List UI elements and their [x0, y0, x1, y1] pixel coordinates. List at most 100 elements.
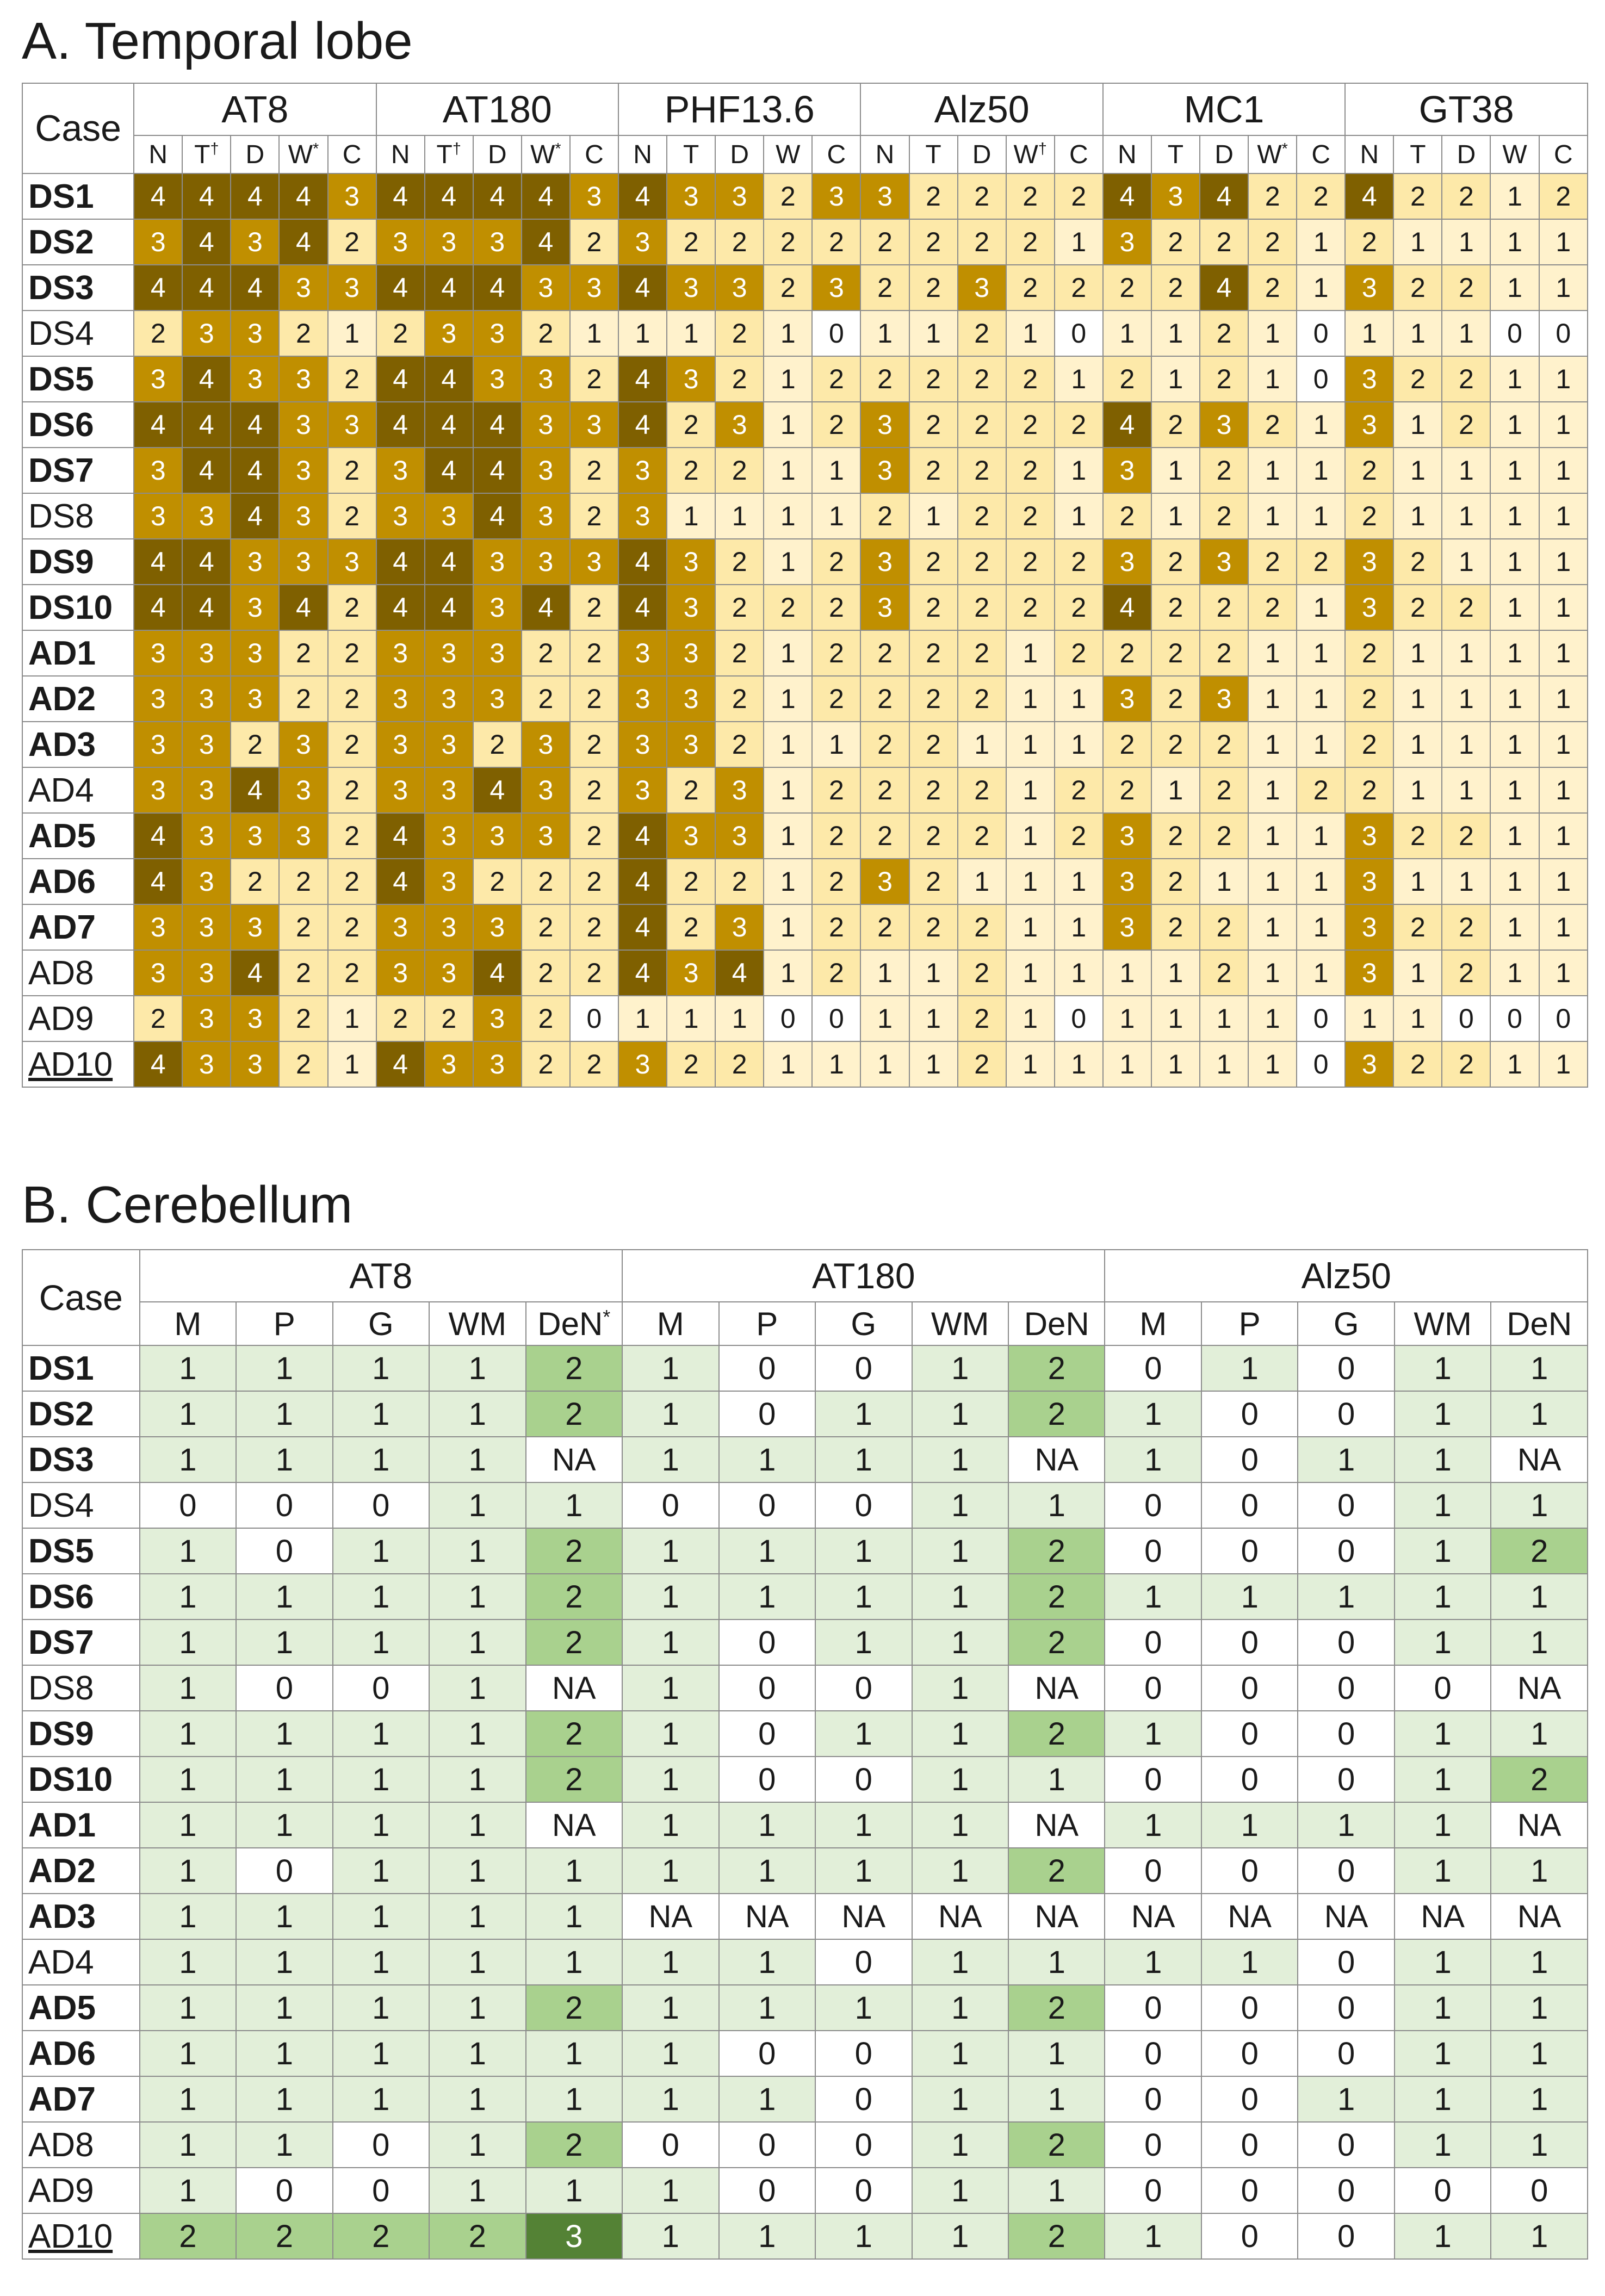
score-cell: 3 [666, 675, 716, 722]
score-cell: 1 [718, 1436, 816, 1483]
score-cell: 1 [1297, 1802, 1395, 1848]
score-cell: 1 [1538, 584, 1589, 631]
score-cell: 2 [908, 721, 958, 768]
score-cell: 2 [429, 2213, 526, 2260]
score-cell: 1 [763, 493, 813, 539]
region-subheader: W† [1005, 135, 1055, 174]
score-cell: 1 [1393, 721, 1443, 768]
score-cell: 1 [139, 2076, 237, 2123]
score-cell: 1 [911, 1939, 1009, 1985]
score-cell: 3 [520, 401, 571, 448]
score-cell: 1 [1007, 2076, 1106, 2123]
score-cell: 2 [715, 538, 765, 585]
score-cell: 3 [182, 721, 232, 768]
score-cell: 1 [1296, 904, 1346, 951]
score-cell: 1 [622, 2213, 720, 2260]
score-cell: 0 [1297, 1984, 1395, 2031]
score-cell: 3 [472, 1041, 522, 1088]
score-cell: 3 [666, 173, 716, 220]
score-cell: 1 [911, 2076, 1009, 2123]
score-cell: 1 [1490, 1847, 1588, 1894]
score-cell: 3 [424, 812, 474, 859]
score-cell: 1 [718, 1573, 816, 1620]
temporal-lobe-table: Case AT8 AT180 PHF13.6 Alz50 MC1 GT38 N T† D W* C N T… [21, 83, 1589, 1088]
score-cell: 2 [1441, 356, 1491, 402]
score-cell: 1 [1441, 630, 1491, 677]
score-cell: 4 [520, 173, 571, 220]
score-cell: 2 [1393, 173, 1443, 220]
score-cell: 2 [1441, 401, 1491, 448]
score-cell: 2 [908, 173, 958, 220]
score-cell: 2 [327, 219, 377, 265]
score-cell: 2 [1199, 493, 1249, 539]
score-cell: 0 [1296, 995, 1346, 1042]
score-cell: 2 [525, 1619, 623, 1666]
score-cell: 2 [569, 356, 619, 402]
score-cell: 2 [957, 904, 1007, 951]
score-cell: 4 [375, 858, 425, 905]
score-cell: 0 [718, 1665, 816, 1711]
score-cell: 1 [815, 1847, 913, 1894]
score-cell: 0 [815, 2076, 913, 2123]
score-cell: 1 [1248, 858, 1298, 905]
score-cell: 0 [1297, 2121, 1395, 2168]
score-cell: 1 [715, 493, 765, 539]
score-cell: 1 [815, 1802, 913, 1848]
score-cell: 0 [1297, 1756, 1395, 1803]
score-cell: 1 [332, 2030, 430, 2077]
score-cell: 4 [230, 493, 280, 539]
score-cell: 2 [1199, 767, 1249, 814]
score-cell: 3 [133, 493, 183, 539]
score-cell: 2 [1199, 310, 1249, 357]
region-subheader: W* [1248, 135, 1298, 174]
score-cell: 3 [327, 264, 377, 311]
section-b-title: B. Cerebellum [22, 1176, 353, 1234]
score-cell: 2 [763, 264, 813, 311]
score-cell: 4 [1344, 173, 1395, 220]
score-cell: 2 [666, 767, 716, 814]
score-cell: 1 [332, 1573, 430, 1620]
score-cell: 4 [1102, 173, 1152, 220]
score-cell: 1 [1150, 767, 1200, 814]
case-label: DS2 [22, 1391, 140, 1437]
region-label: N [148, 140, 168, 169]
score-cell: 2 [1344, 219, 1395, 265]
score-cell: 1 [429, 1939, 526, 1985]
score-cell: 0 [1200, 2213, 1299, 2260]
score-cell: 2 [715, 858, 765, 905]
case-label: AD5 [21, 812, 135, 859]
case-label: AD8 [22, 2121, 140, 2168]
score-cell: 3 [1344, 1041, 1395, 1088]
table-row: DS6 1 1 1 1 2 1 1 1 1 2 1 1 1 1 1 [22, 1573, 1588, 1620]
case-label: DS5 [22, 1528, 140, 1574]
score-cell: 4 [472, 447, 522, 494]
score-cell: 2 [811, 812, 862, 859]
score-cell: 4 [230, 173, 280, 220]
score-cell: 3 [860, 858, 910, 905]
score-cell: 1 [911, 1528, 1009, 1574]
score-cell: 1 [139, 1802, 237, 1848]
score-cell: 3 [278, 721, 329, 768]
score-cell: 4 [133, 584, 183, 631]
score-cell: 3 [715, 767, 765, 814]
score-cell: 1 [525, 2076, 623, 2123]
score-cell: 2 [860, 630, 910, 677]
score-cell: 1 [1393, 219, 1443, 265]
score-cell: 1 [1007, 1756, 1106, 1803]
region-subheader: M [622, 1301, 720, 1346]
score-cell: 2 [1393, 584, 1443, 631]
score-cell: 3 [520, 812, 571, 859]
score-cell: 0 [718, 1345, 816, 1392]
score-cell: 2 [472, 858, 522, 905]
score-cell: 0 [236, 1528, 333, 1574]
score-cell: 1 [1248, 1041, 1298, 1088]
score-cell: 1 [1200, 1939, 1299, 1985]
score-cell: 1 [139, 1756, 237, 1803]
score-cell: 2 [327, 904, 377, 951]
score-cell: 1 [1005, 767, 1055, 814]
score-cell: 2 [1150, 584, 1200, 631]
score-cell: 1 [1538, 447, 1589, 494]
region-subheader: DeN* [525, 1301, 623, 1346]
case-label: AD3 [21, 721, 135, 768]
score-cell: 2 [1296, 767, 1346, 814]
